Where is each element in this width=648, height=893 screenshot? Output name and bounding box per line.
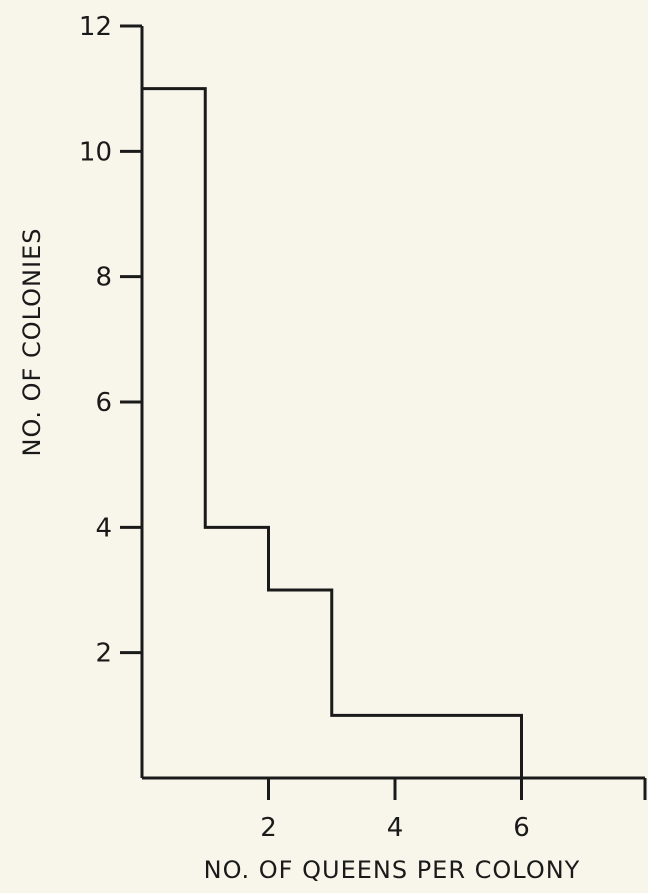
x-tick-label: 4 xyxy=(387,813,404,843)
histogram-bar xyxy=(332,715,522,778)
histogram-bar xyxy=(269,590,332,778)
histogram-bar xyxy=(205,527,268,778)
x-tick-label: 2 xyxy=(260,813,277,843)
y-tick-label: 10 xyxy=(79,137,112,167)
y-tick-label: 2 xyxy=(95,639,112,669)
x-axis-title: NO. OF QUEENS PER COLONY xyxy=(204,856,581,884)
histogram-bar xyxy=(142,89,205,778)
y-tick-label: 4 xyxy=(95,513,112,543)
y-tick-label: 6 xyxy=(95,388,112,418)
y-tick-label: 8 xyxy=(95,263,112,293)
histogram-step-outline xyxy=(142,87,523,778)
x-tick-label: 6 xyxy=(513,813,530,843)
histogram-bars xyxy=(142,87,523,778)
x-axis-ticks: 2 4 6 xyxy=(260,778,530,843)
y-axis-title: NO. OF COLONIES xyxy=(18,228,46,457)
y-axis-ticks: 2 4 6 8 10 12 xyxy=(79,12,142,669)
y-tick-label: 12 xyxy=(79,12,112,42)
